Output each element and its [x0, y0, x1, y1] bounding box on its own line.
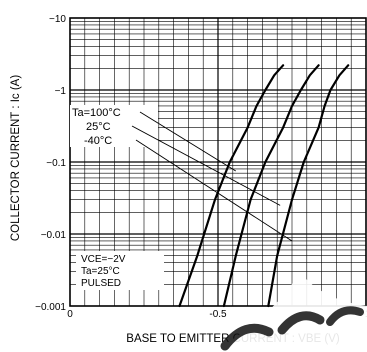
curve-series-1 [222, 64, 320, 308]
temperature-labels-box [70, 105, 158, 147]
series-label-25c: 25°C [86, 121, 111, 133]
x-tick-label: -1 [362, 309, 367, 320]
x-tick-label: -0.5 [209, 309, 227, 320]
y-tick-label: −0.01 [41, 230, 67, 241]
leader-line-0 [139, 111, 236, 172]
x-tick-label: 0 [67, 309, 73, 320]
curve-series-2 [267, 64, 350, 308]
y-tick-labels: −10 −1 −0.1 −0.01 −0.001 [35, 14, 66, 313]
y-axis-title: COLLECTOR CURRENT : Ic (A) [10, 75, 22, 242]
curve-series-0 [178, 64, 285, 308]
y-tick-label: −10 [49, 14, 66, 25]
conditions-box: VCE=−2V Ta=25°C PULSED [76, 251, 164, 290]
x-axis-title: BASE TO EMITTER CURRENT : VBE (V) [126, 333, 340, 345]
y-tick-label: −1 [55, 86, 67, 97]
temperature-labels: Ta=100°C 25°C -40°C [70, 105, 158, 147]
conditions-box-bg [76, 251, 164, 290]
series-label-minus40c: -40°C [84, 135, 112, 147]
leader-line-1 [131, 125, 281, 206]
y-tick-label: −0.001 [35, 302, 66, 313]
leader-line-2 [135, 139, 293, 242]
leader-lines [131, 111, 293, 242]
series-label-100c: Ta=100°C [72, 107, 121, 119]
curves [178, 64, 350, 308]
condition-ta: Ta=25°C [81, 266, 120, 277]
condition-pulsed: PULSED [81, 278, 121, 289]
condition-vce: VCE=−2V [81, 254, 126, 265]
y-tick-label: −0.1 [46, 158, 66, 169]
